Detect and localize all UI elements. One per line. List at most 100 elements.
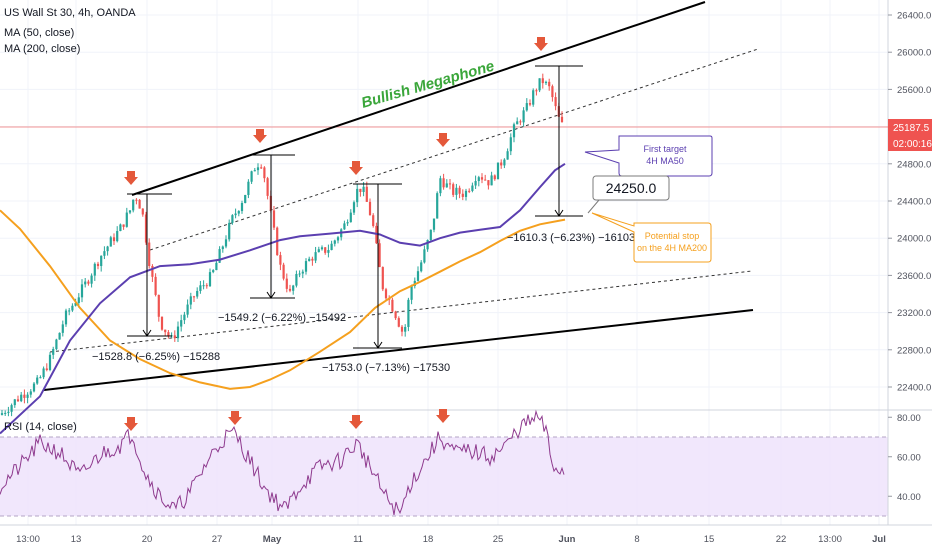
target-value: 24250.0 bbox=[606, 180, 657, 196]
price-tick-label: 26000.0 bbox=[897, 48, 931, 59]
candle-body bbox=[218, 249, 221, 263]
time-tick-label: Jul bbox=[872, 534, 886, 545]
candle-body bbox=[528, 103, 532, 105]
candle-body bbox=[551, 86, 554, 98]
candle-body bbox=[372, 215, 375, 226]
lower-midline bbox=[49, 270, 753, 353]
candle-body bbox=[61, 324, 64, 333]
candle-body bbox=[196, 290, 199, 297]
candle-body bbox=[445, 183, 448, 188]
candle-body bbox=[544, 81, 548, 84]
candle-body bbox=[176, 326, 180, 339]
candle-body bbox=[157, 294, 160, 317]
candle-body bbox=[522, 110, 525, 123]
rsi-arrow bbox=[436, 409, 450, 423]
candle-body bbox=[420, 262, 423, 272]
time-axis[interactable]: 13:00 13 20 27 May 11 18 25 Jun 8 15 22 13:00 Jul bbox=[16, 534, 886, 545]
price-arrow bbox=[436, 133, 450, 147]
candle-body bbox=[77, 297, 80, 303]
measure-label: −1549.2 (−6.22%) −15492 bbox=[218, 312, 346, 324]
price-arrow bbox=[124, 171, 138, 185]
measure-label: −1753.0 (−7.13%) −17530 bbox=[322, 362, 450, 374]
candle-body bbox=[74, 302, 77, 306]
candle-body bbox=[52, 349, 55, 355]
candle-body bbox=[295, 273, 298, 286]
time-tick-label: 11 bbox=[353, 534, 363, 545]
candle-body bbox=[71, 305, 74, 311]
candle-body bbox=[480, 177, 484, 180]
candle-body bbox=[215, 262, 218, 271]
price-arrow bbox=[253, 129, 267, 143]
price-tick-label: 25600.0 bbox=[897, 85, 931, 96]
target-box[interactable]: 24250.0 bbox=[587, 175, 670, 214]
time-tick-label: May bbox=[263, 534, 282, 545]
measure-label: −1528.8 (−6.25%) −15288 bbox=[92, 351, 220, 363]
candle-body bbox=[183, 314, 186, 321]
candle-body bbox=[519, 121, 522, 123]
candle-body bbox=[100, 255, 103, 267]
lower-trendline[interactable] bbox=[43, 309, 754, 391]
candle-body bbox=[471, 185, 474, 191]
candle-body bbox=[538, 78, 541, 91]
legend: US Wall St 30, 4h, OANDA MA (50, close) … bbox=[4, 7, 136, 433]
chart-title: US Wall St 30, 4h, OANDA bbox=[4, 7, 136, 19]
candle-body bbox=[84, 281, 87, 285]
candle-body bbox=[512, 124, 516, 138]
candle-body bbox=[119, 224, 122, 232]
candle-body bbox=[237, 211, 240, 214]
candle-body bbox=[548, 81, 551, 87]
candle-body bbox=[311, 258, 314, 261]
candle-body bbox=[452, 184, 455, 195]
candle-body bbox=[516, 121, 519, 125]
candle-body bbox=[266, 178, 269, 196]
candle-body bbox=[90, 275, 93, 284]
ma200-legend[interactable]: MA (200, close) bbox=[4, 43, 80, 55]
candle-body bbox=[292, 285, 295, 291]
rsi-legend[interactable]: RSI (14, close) bbox=[4, 421, 77, 433]
price-tick-label: 24800.0 bbox=[897, 159, 931, 170]
price-tick-label: 22800.0 bbox=[897, 345, 931, 356]
candle-body bbox=[16, 399, 20, 402]
candles bbox=[0, 73, 564, 417]
candle-body bbox=[432, 218, 436, 230]
first-target-callout[interactable]: First target 4H MA50 bbox=[584, 135, 713, 177]
candle-body bbox=[221, 246, 224, 250]
candle-body bbox=[477, 177, 480, 182]
current-price-value: 25187.5 bbox=[893, 123, 930, 134]
candle-body bbox=[260, 167, 263, 169]
candle-body bbox=[500, 162, 503, 166]
candle-body bbox=[247, 181, 250, 195]
candle-body bbox=[32, 383, 36, 392]
rsi-tick-label: 60.00 bbox=[897, 452, 921, 463]
candle-body bbox=[301, 271, 304, 274]
candle-body bbox=[509, 137, 512, 152]
price-axis[interactable]: 22400.0 22800.0 23200.0 23600.0 24000.0 24400… bbox=[888, 11, 931, 394]
candle-body bbox=[231, 215, 234, 223]
ma200-line bbox=[0, 209, 566, 390]
candle-body bbox=[554, 97, 557, 107]
candle-body bbox=[26, 394, 29, 398]
rsi-tick-label: 80.00 bbox=[897, 413, 921, 424]
candle-body bbox=[122, 224, 125, 227]
ma50-legend[interactable]: MA (50, close) bbox=[4, 27, 74, 39]
candle-body bbox=[397, 318, 400, 327]
stop-callout[interactable]: Potential stop on the 4H MA200 bbox=[591, 212, 712, 263]
candle-body bbox=[455, 187, 458, 195]
candle-body bbox=[208, 272, 212, 287]
candle-body bbox=[39, 377, 42, 379]
upper-trendline[interactable] bbox=[131, 1, 706, 196]
candle-body bbox=[205, 285, 208, 287]
rsi-line bbox=[0, 409, 565, 515]
rsi-axis[interactable]: 40.00 60.00 80.00 bbox=[888, 413, 921, 503]
candle-body bbox=[109, 237, 112, 247]
candle-body bbox=[343, 223, 346, 230]
candle-body bbox=[106, 246, 109, 252]
candle-body bbox=[400, 326, 404, 332]
time-tick-label: 13:00 bbox=[818, 534, 842, 545]
arrow-markers bbox=[124, 37, 548, 431]
candle-body bbox=[541, 78, 544, 84]
candle-body bbox=[320, 247, 324, 250]
candle-body bbox=[263, 167, 266, 179]
candle-body bbox=[560, 116, 564, 123]
